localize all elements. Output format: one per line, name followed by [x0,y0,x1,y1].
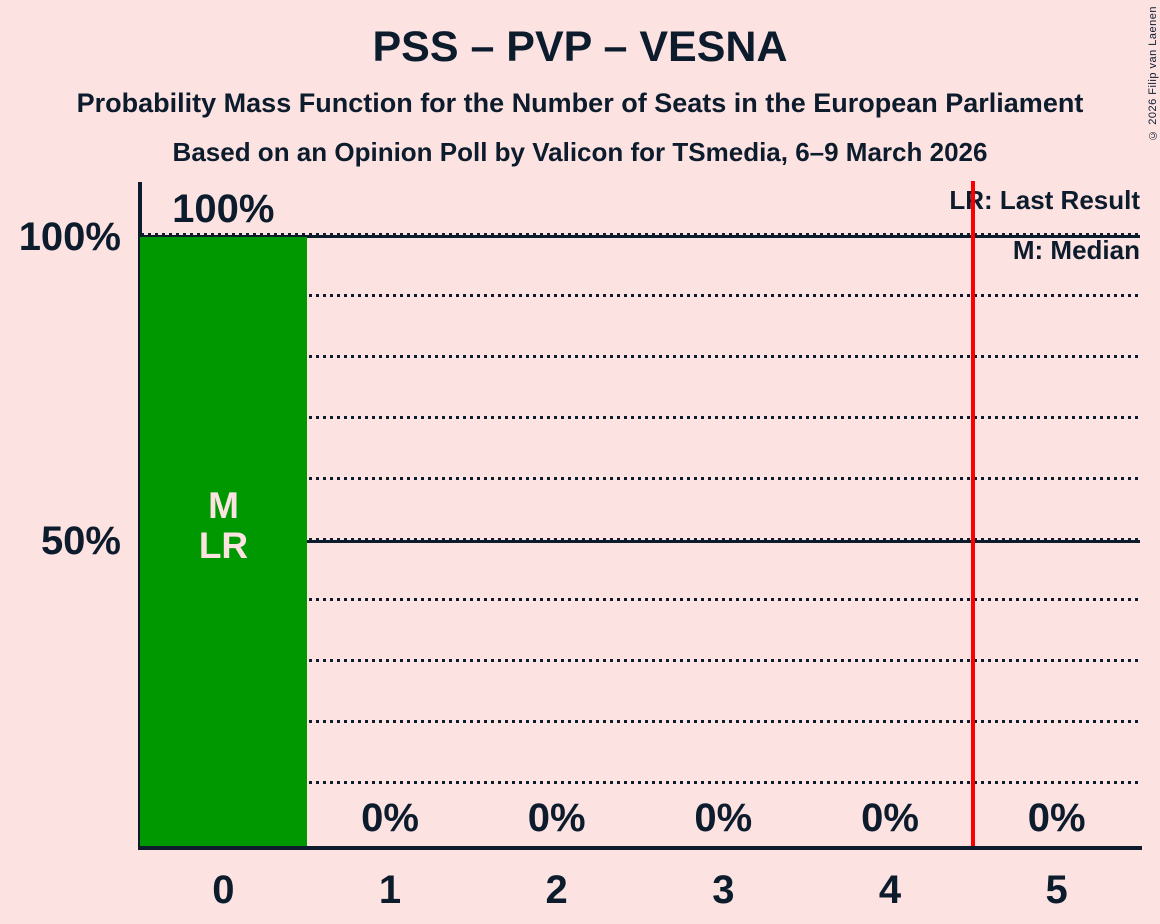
x-tick-0: 0 [212,867,235,912]
legend-median-label: M: Median [1012,234,1140,265]
x-tick-1: 1 [378,867,402,912]
gridline-dotted-30 [141,659,1140,663]
value-label-3: 0% [694,795,753,840]
legend-last-result-label: LR: Last Result [949,184,1140,215]
gridline-dotted-80 [141,354,1140,358]
gridline-dotted-100 [141,233,1140,236]
x-tick-3: 3 [712,867,735,912]
x-tick-4: 4 [878,867,902,912]
bar-seats-0 [140,237,307,846]
value-label-4: 0% [861,795,919,840]
copyright-text: © 2026 Filip van Laenen [1147,6,1159,141]
gridline-dotted-20 [141,720,1140,724]
chart-subtitle: Probability Mass Function for the Number… [76,88,1084,118]
value-label-2: 0% [527,795,586,840]
chart-title: PSS – PVP – VESNA [372,23,788,71]
median-marker-label: M [208,485,239,526]
y-tick-100: 100% [18,214,121,259]
y-tick-50: 50% [40,518,121,563]
bar-annotation-block: M LR [140,486,307,566]
gridline-dotted-70 [141,415,1140,419]
gridline-dotted-50 [141,537,1140,541]
last-result-marker-label: LR [198,525,249,566]
gridline-dotted-40 [141,598,1140,602]
x-axis-line [138,846,1142,850]
gridline-solid-50 [141,539,1140,543]
x-tick-2: 2 [545,867,568,912]
last-result-vertical-line [971,181,975,846]
gridline-dotted-60 [141,476,1140,480]
gridline-dotted-90 [141,293,1140,297]
value-label-0: 100% [172,186,275,231]
gridline-solid-100 [141,235,1140,238]
x-tick-5: 5 [1045,867,1068,912]
value-label-1: 0% [361,795,419,840]
value-label-5: 0% [1027,795,1086,840]
chart-source-line: Based on an Opinion Poll by Valicon for … [172,137,988,167]
gridline-dotted-10 [141,781,1140,785]
